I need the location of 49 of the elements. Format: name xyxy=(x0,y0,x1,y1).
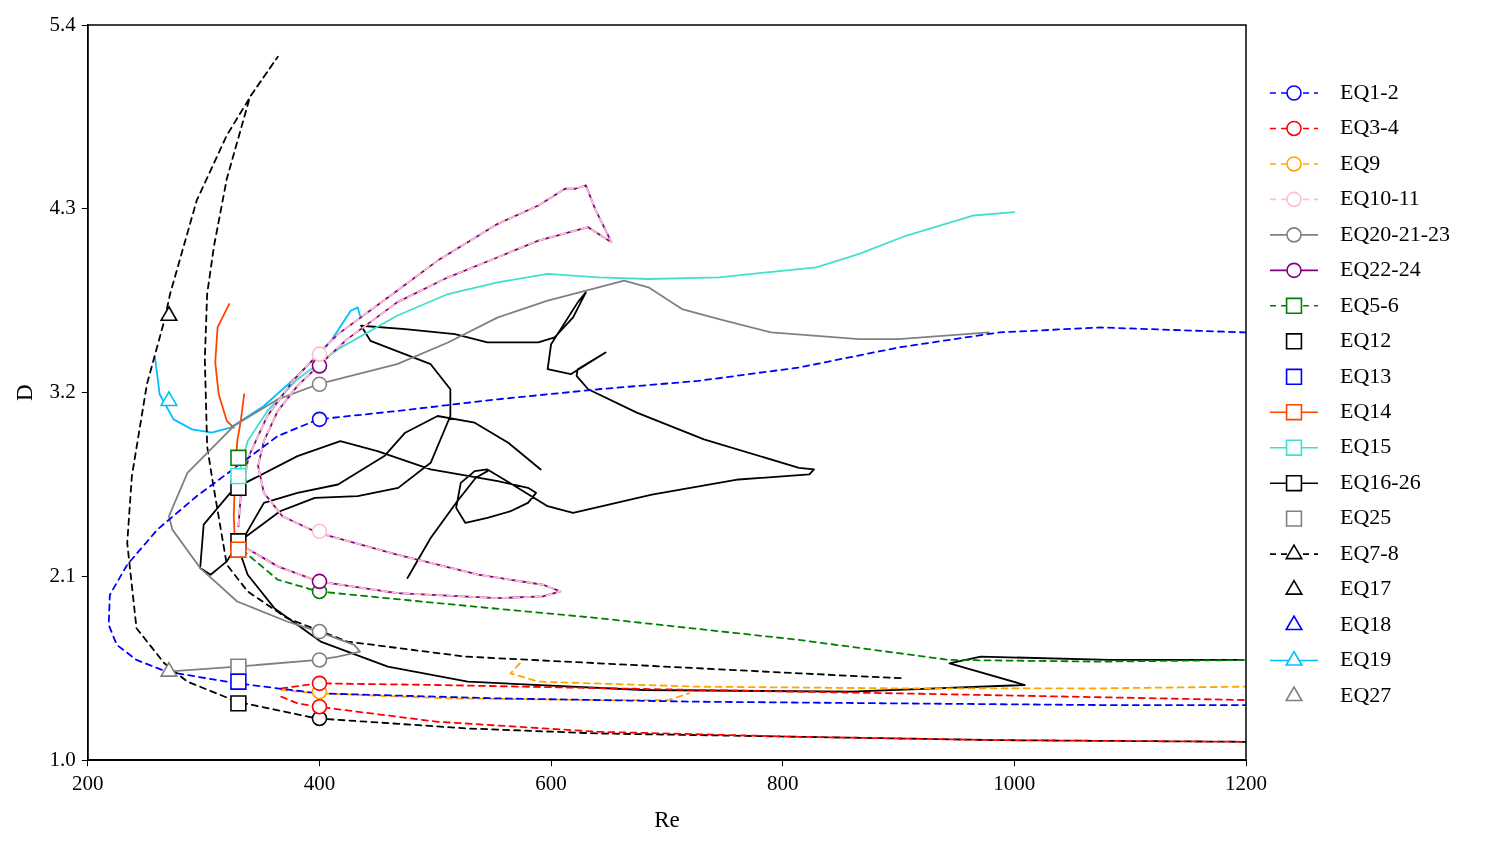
y-tick-label: 2.1 xyxy=(49,562,76,587)
legend-label: EQ15 xyxy=(1340,433,1392,459)
legend-label: EQ9 xyxy=(1340,149,1381,175)
legend-label: EQ17 xyxy=(1340,575,1392,601)
point xyxy=(230,695,247,712)
point xyxy=(160,305,178,322)
point xyxy=(311,346,328,362)
point xyxy=(311,411,328,428)
y-tick-label: 5.4 xyxy=(49,11,77,36)
point xyxy=(230,541,247,558)
legend-label: EQ22-24 xyxy=(1340,256,1421,282)
legend-label: EQ12 xyxy=(1340,327,1392,353)
x-tick-label: 200 xyxy=(72,771,104,796)
point xyxy=(230,658,247,675)
x-axis-title: Re xyxy=(654,807,680,833)
legend-label: EQ14 xyxy=(1340,398,1392,424)
legend-label: EQ5-6 xyxy=(1340,291,1399,317)
x-tick-label: 800 xyxy=(766,771,799,796)
legend-label: EQ27 xyxy=(1340,681,1392,707)
x-tick-label: 600 xyxy=(535,771,567,796)
legend-label: EQ25 xyxy=(1340,504,1392,530)
legend-label: EQ18 xyxy=(1340,610,1392,636)
legend-label: EQ16-26 xyxy=(1340,468,1421,494)
point xyxy=(311,573,328,590)
line-series xyxy=(107,326,1246,706)
point xyxy=(230,449,247,466)
point xyxy=(311,652,328,668)
point xyxy=(311,623,328,640)
point xyxy=(230,673,247,690)
y-tick-label: 3.2 xyxy=(49,379,76,404)
point xyxy=(230,467,247,485)
legend-label: EQ20-21-23 xyxy=(1340,220,1450,246)
point xyxy=(160,391,178,407)
y-axis-title: D xyxy=(11,384,37,401)
legend-label: EQ19 xyxy=(1340,646,1392,672)
legend-label: EQ10-11 xyxy=(1340,185,1420,211)
legend-label: EQ13 xyxy=(1340,362,1392,388)
y-tick-label: 4.3 xyxy=(49,195,76,220)
legend-label: EQ7-8 xyxy=(1340,539,1399,565)
legend-label: EQ1-2 xyxy=(1340,78,1399,104)
x-tick-label: 400 xyxy=(303,771,336,796)
point xyxy=(311,698,328,715)
point xyxy=(311,376,328,393)
point xyxy=(311,523,328,540)
y-tick-label: 1.0 xyxy=(49,746,76,771)
point xyxy=(311,675,328,692)
x-tick-label: 1200 xyxy=(1225,771,1267,796)
legend-label: EQ3-4 xyxy=(1340,114,1399,140)
x-tick-label: 1000 xyxy=(993,771,1036,796)
